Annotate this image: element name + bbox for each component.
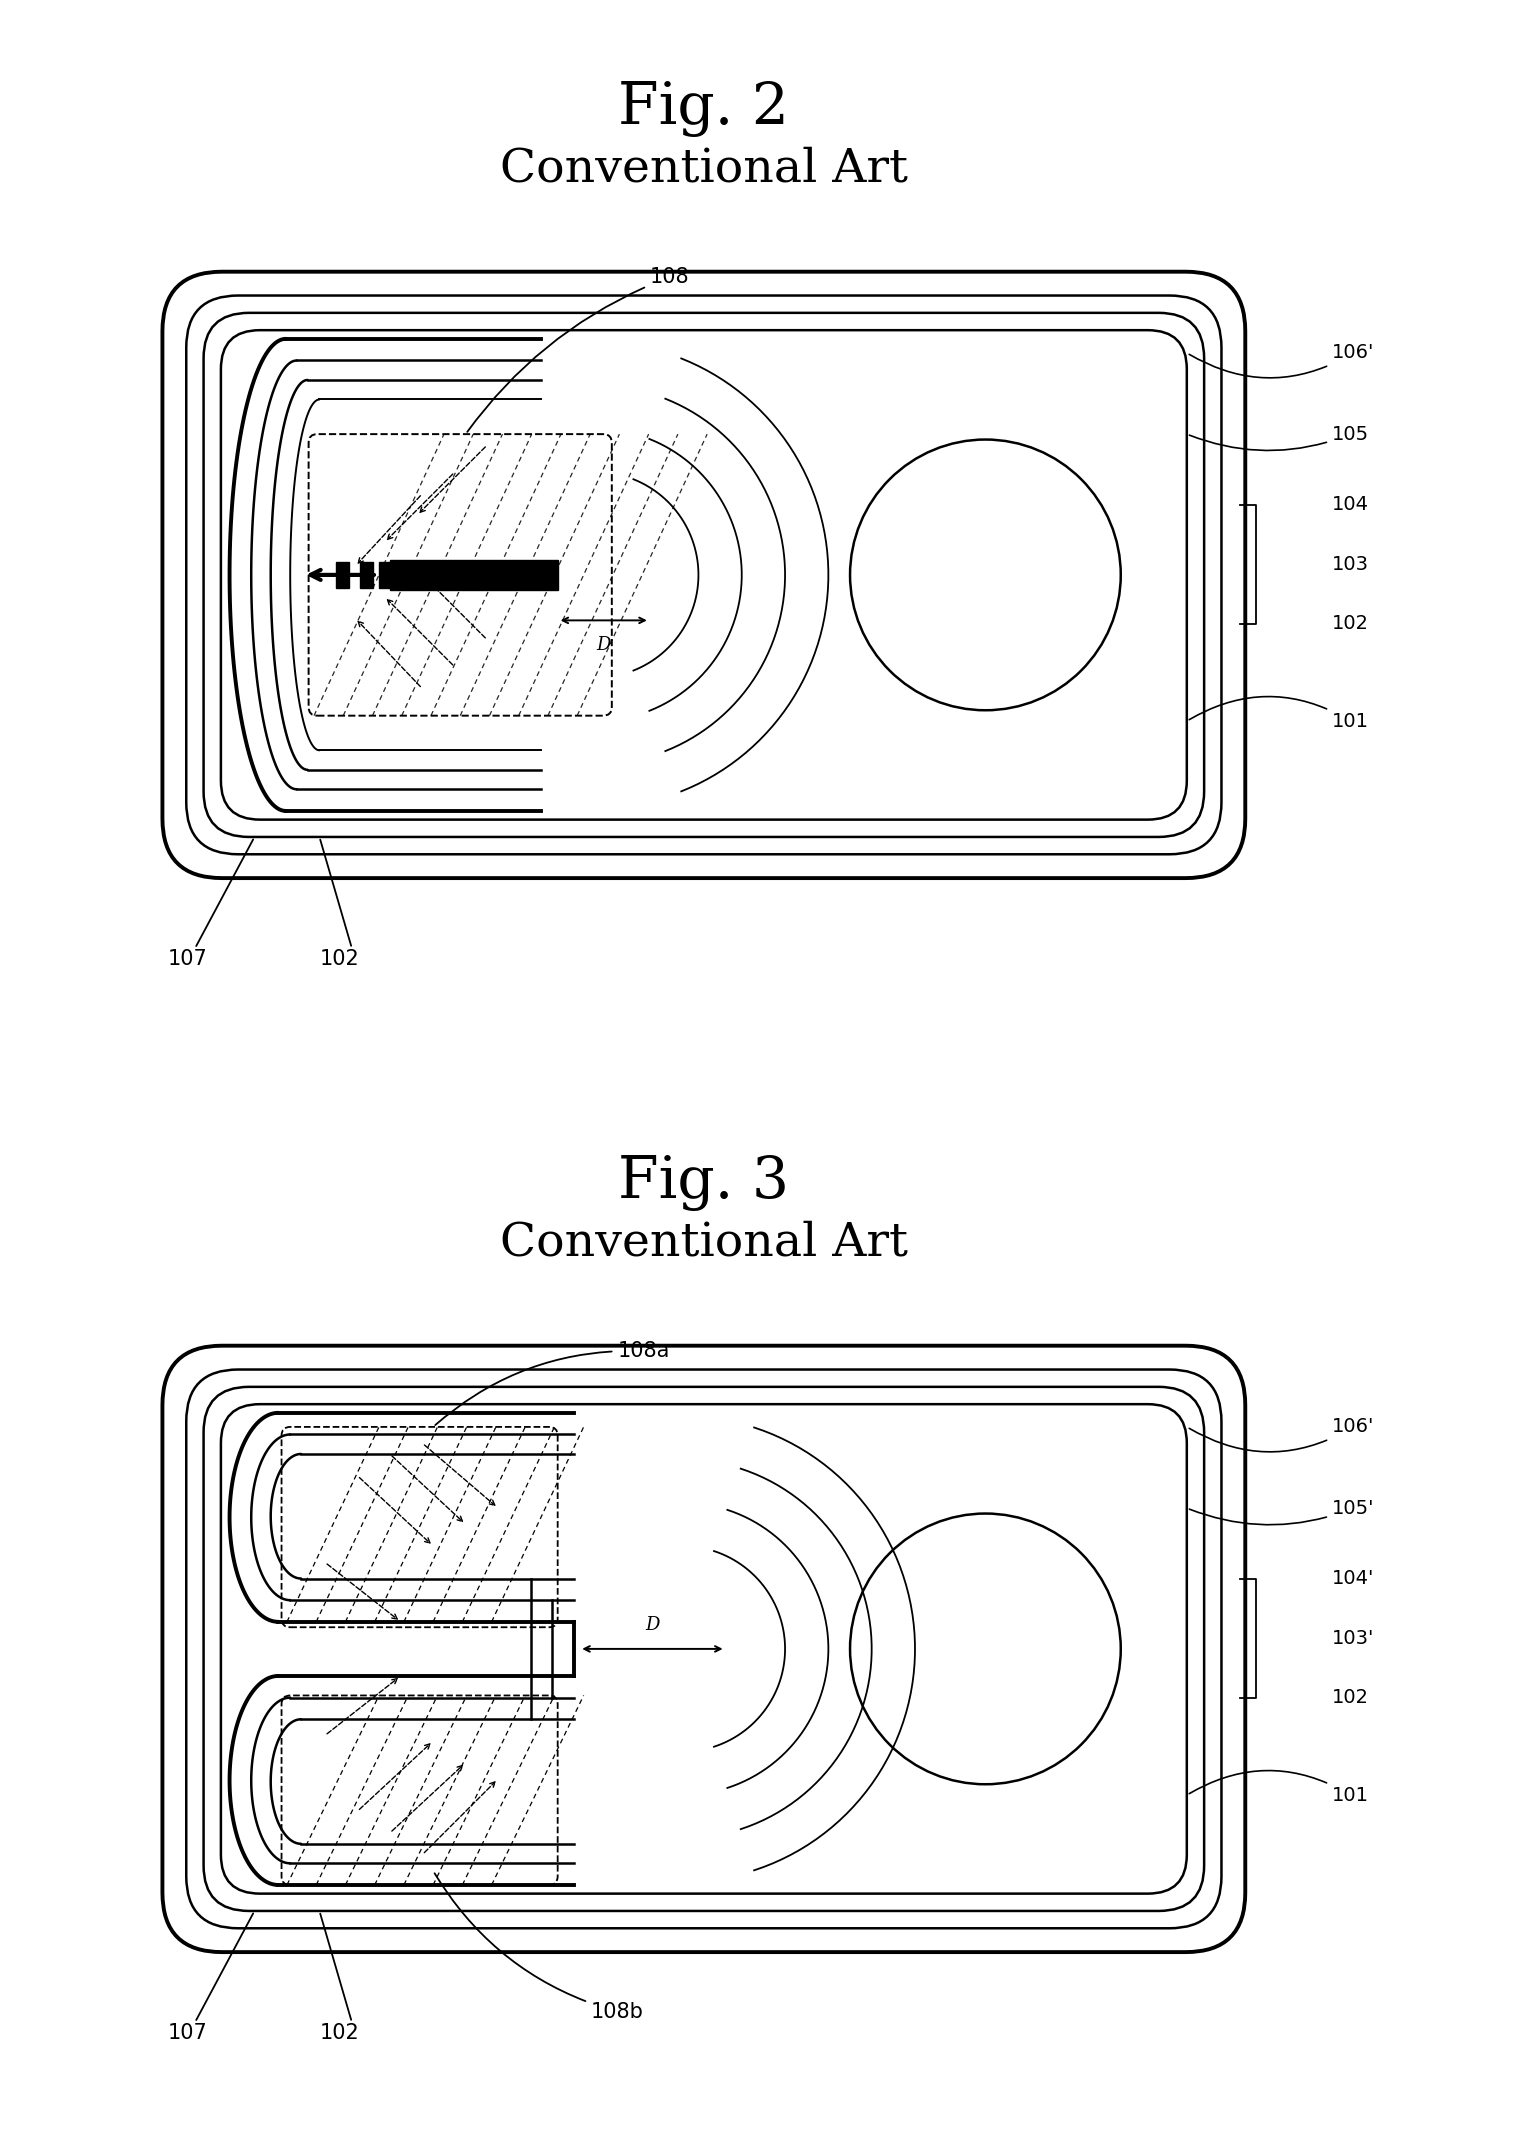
Text: 101: 101 — [1189, 696, 1369, 730]
Text: Fig. 2: Fig. 2 — [619, 82, 790, 137]
Text: 102: 102 — [320, 949, 359, 969]
Text: 108a: 108a — [435, 1340, 670, 1424]
Text: 102: 102 — [320, 2023, 359, 2043]
Text: 103': 103' — [1333, 1628, 1375, 1648]
Text: 108b: 108b — [435, 1873, 644, 2021]
Text: 106': 106' — [1189, 344, 1375, 378]
Text: Conventional Art: Conventional Art — [500, 1220, 908, 1265]
Text: Fig. 3: Fig. 3 — [619, 1156, 790, 1211]
Bar — [379, 563, 393, 589]
Text: D: D — [646, 1615, 659, 1635]
Text: 101: 101 — [1189, 1770, 1369, 1804]
Text: 104: 104 — [1333, 494, 1369, 513]
Text: 103: 103 — [1333, 554, 1369, 574]
Bar — [335, 563, 349, 589]
Text: 105': 105' — [1190, 1499, 1375, 1525]
Bar — [359, 563, 373, 589]
Text: 107: 107 — [168, 2023, 208, 2043]
Text: 105: 105 — [1190, 425, 1369, 451]
Text: D: D — [596, 636, 611, 655]
Text: 108: 108 — [467, 266, 690, 432]
Text: 102: 102 — [1333, 1688, 1369, 1708]
Text: 104': 104' — [1333, 1568, 1375, 1587]
Text: 102: 102 — [1333, 614, 1369, 634]
Text: 107: 107 — [168, 949, 208, 969]
Bar — [390, 561, 558, 591]
Text: Conventional Art: Conventional Art — [500, 146, 908, 191]
Text: 106': 106' — [1189, 1418, 1375, 1452]
